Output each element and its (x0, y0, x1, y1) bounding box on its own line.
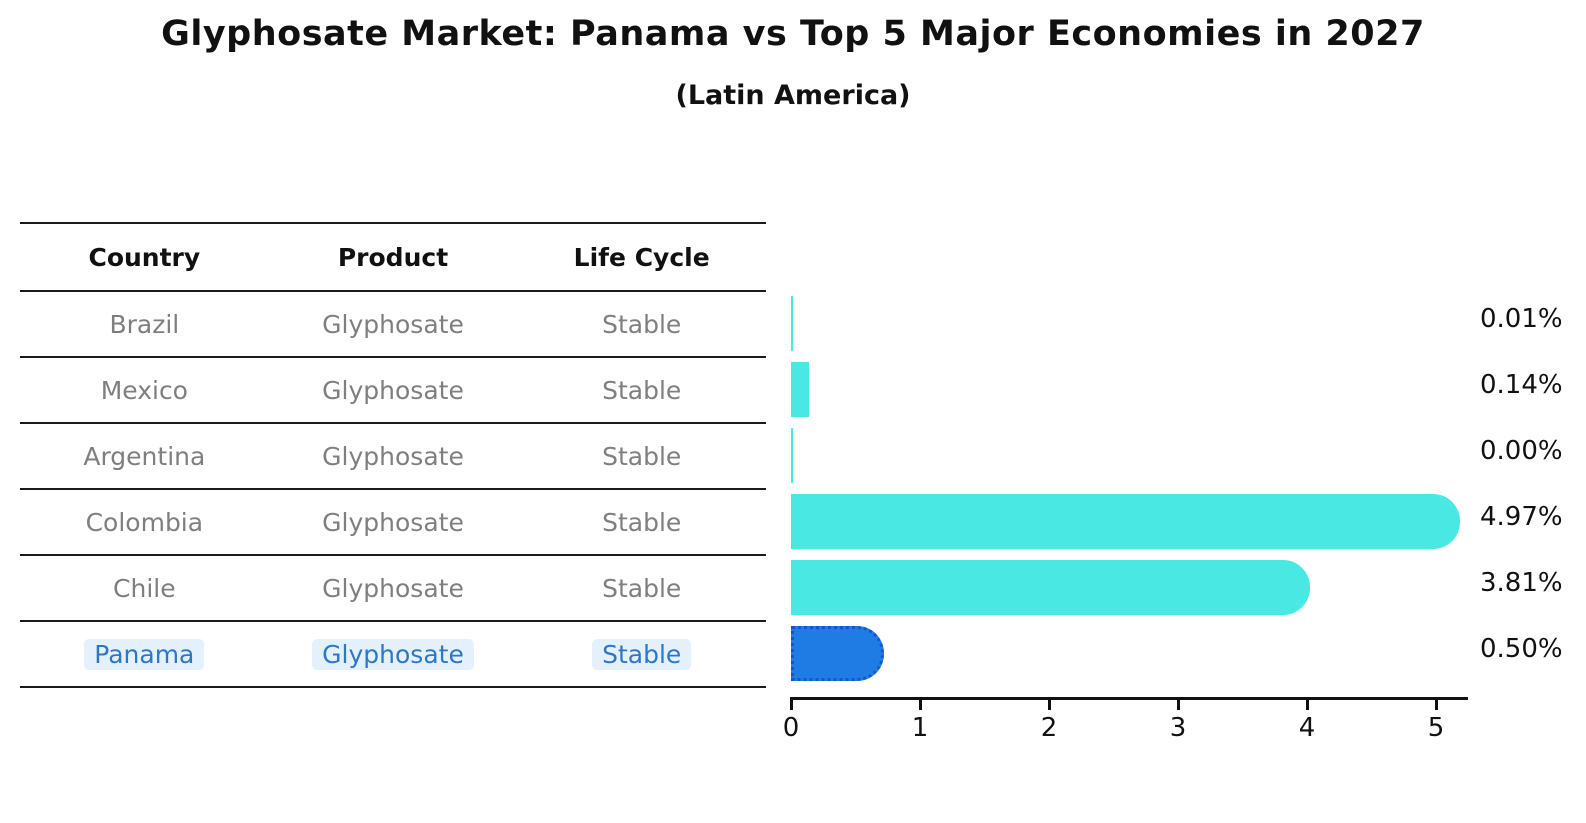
value-label-mexico: 0.14% (1480, 370, 1563, 400)
cell-life-cycle: Stable (517, 507, 766, 538)
value-label-colombia: 4.97% (1480, 502, 1563, 532)
x-tick-mark (1435, 700, 1438, 710)
bar-argentina (791, 427, 793, 483)
table-row-colombia: Colombia Glyphosate Stable (20, 488, 766, 554)
x-tick-label: 3 (1169, 713, 1187, 743)
cell-text: Glyphosate (322, 309, 464, 339)
cell-text: Brazil (109, 309, 180, 339)
table-row-panama: Panama Glyphosate Stable (20, 620, 766, 686)
comparison-table: Country Product Life Cycle Brazil Glyphos… (20, 222, 766, 688)
cell-product: Glyphosate (269, 375, 518, 406)
cell-country: Brazil (20, 309, 269, 340)
cell-text: Colombia (85, 507, 204, 537)
x-axis-line (790, 697, 1468, 700)
cell-country: Panama (20, 638, 269, 670)
x-tick-label: 0 (782, 713, 800, 743)
cell-product: Glyphosate (269, 309, 518, 340)
x-tick-mark (1306, 700, 1309, 710)
x-tick-mark (1177, 700, 1180, 710)
value-label-argentina: 0.00% (1480, 436, 1563, 466)
cell-product: Glyphosate (269, 573, 518, 604)
x-tick-label: 5 (1427, 713, 1445, 743)
col-header-country: Country (88, 242, 201, 272)
table-row-mexico: Mexico Glyphosate Stable (20, 356, 766, 422)
cell-text: Panama (84, 638, 205, 670)
cell-text: Glyphosate (322, 375, 464, 405)
chart-subtitle: (Latin America) (675, 80, 911, 111)
bar-chile (791, 559, 1311, 615)
bar-panama (791, 625, 884, 681)
cell-text: Stable (602, 507, 682, 537)
cell-text: Glyphosate (312, 638, 474, 670)
table-row-chile: Chile Glyphosate Stable (20, 554, 766, 620)
cell-country: Chile (20, 573, 269, 604)
x-tick-label: 1 (911, 713, 929, 743)
bar-colombia (791, 493, 1461, 549)
cell-text: Stable (602, 573, 682, 603)
cell-life-cycle: Stable (517, 573, 766, 604)
cell-product: Glyphosate (269, 507, 518, 538)
x-tick-mark (919, 700, 922, 710)
cell-text: Glyphosate (322, 573, 464, 603)
table-row-argentina: Argentina Glyphosate Stable (20, 422, 766, 488)
cell-life-cycle: Stable (517, 441, 766, 472)
cell-life-cycle: Stable (517, 309, 766, 340)
bar-mexico (791, 361, 809, 417)
cell-text: Stable (592, 638, 692, 670)
cell-country: Colombia (20, 507, 269, 538)
value-label-chile: 3.81% (1480, 568, 1563, 598)
x-tick-label: 4 (1298, 713, 1316, 743)
cell-text: Mexico (100, 375, 188, 405)
table-row-brazil: Brazil Glyphosate Stable (20, 290, 766, 356)
cell-product: Glyphosate (269, 441, 518, 472)
value-label-panama: 0.50% (1480, 634, 1563, 664)
cell-text: Stable (602, 441, 682, 471)
x-tick-mark (1048, 700, 1051, 710)
cell-text: Glyphosate (322, 507, 464, 537)
cell-country: Argentina (20, 441, 269, 472)
table-body: Brazil Glyphosate Stable Mexico Glyphosate St… (20, 290, 766, 686)
x-tick-label: 2 (1040, 713, 1058, 743)
cell-life-cycle: Stable (517, 375, 766, 406)
cell-text: Glyphosate (322, 441, 464, 471)
bar-brazil (791, 295, 793, 351)
col-header-life-cycle: Life Cycle (573, 242, 710, 272)
cell-text: Argentina (83, 441, 206, 471)
x-tick-mark (790, 700, 793, 710)
cell-life-cycle: Stable (517, 638, 766, 670)
value-label-brazil: 0.01% (1480, 304, 1563, 334)
cell-text: Stable (602, 309, 682, 339)
cell-text: Stable (602, 375, 682, 405)
chart-title: Glyphosate Market: Panama vs Top 5 Major… (161, 14, 1425, 54)
cell-product: Glyphosate (269, 638, 518, 670)
cell-country: Mexico (20, 375, 269, 406)
table-header-row: Country Product Life Cycle (20, 222, 766, 290)
cell-text: Chile (113, 573, 176, 603)
col-header-product: Product (337, 242, 449, 272)
